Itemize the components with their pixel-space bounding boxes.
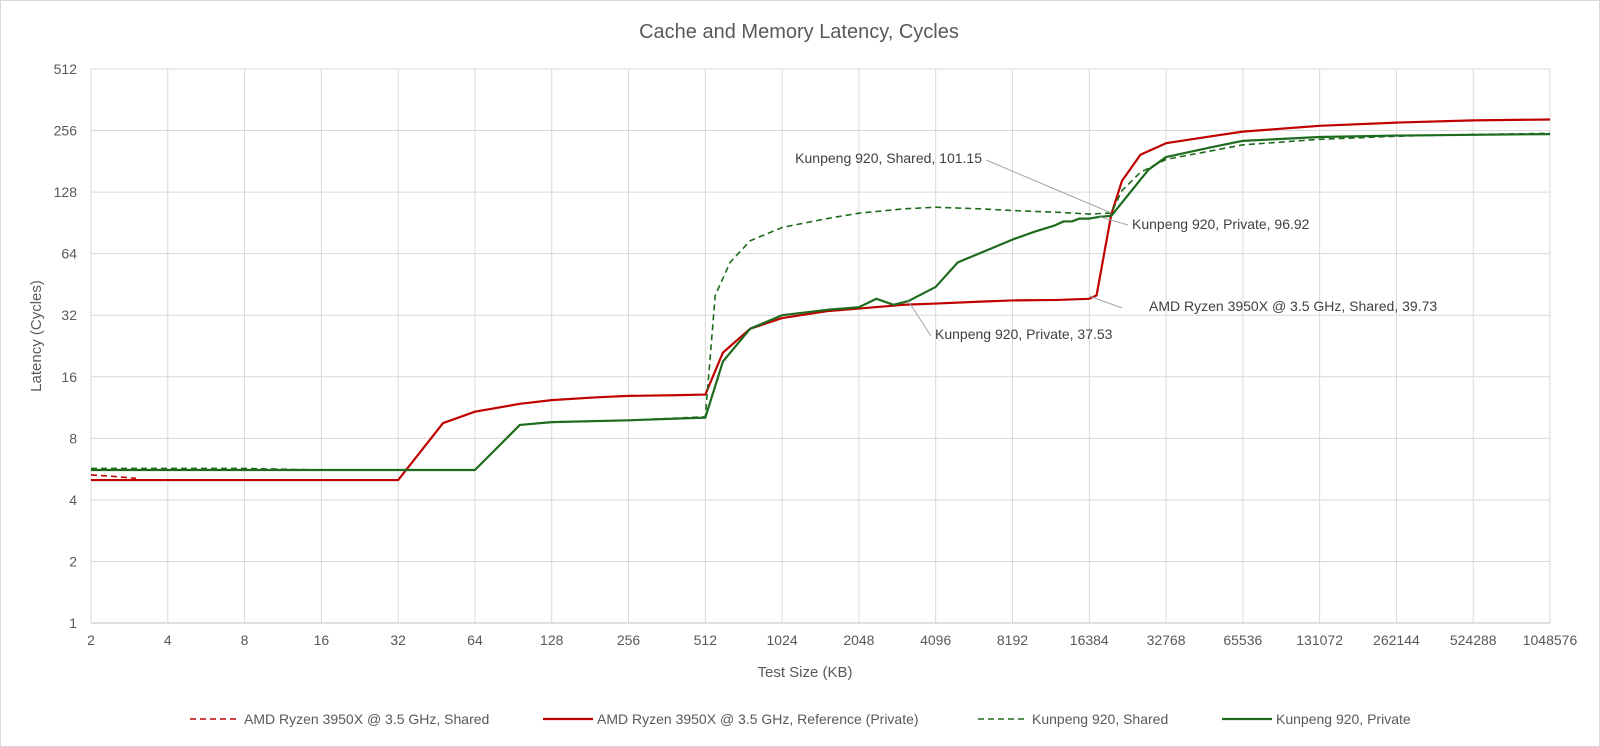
x-tick-label-17: 262144	[1373, 632, 1420, 648]
x-tick-label-7: 256	[617, 632, 641, 648]
legend-label-0: AMD Ryzen 3950X @ 3.5 GHz, Shared	[244, 711, 489, 727]
x-tick-label-19: 1048576	[1523, 632, 1578, 648]
x-axis-label: Test Size (KB)	[757, 664, 852, 681]
x-tick-label-14: 32768	[1147, 632, 1186, 648]
y-axis-ticks: 1 2 4 8 16 32 64 128 256 512	[54, 61, 78, 631]
y-tick-label-4: 16	[61, 369, 77, 385]
y-tick-label-6: 64	[61, 246, 77, 262]
y-tick-label-5: 32	[61, 307, 77, 323]
x-tick-label-18: 524288	[1450, 632, 1497, 648]
series-line-3	[91, 132, 1551, 472]
y-tick-label-8: 256	[54, 123, 78, 139]
chart-title: Cache and Memory Latency, Cycles	[639, 21, 959, 43]
annotation-leader-2	[1089, 295, 1123, 309]
y-tick-label-3: 8	[69, 430, 77, 446]
annotations: Kunpeng 920, Shared, 101.15 Kunpeng 920, …	[795, 150, 1437, 342]
annotation-leader-1	[1099, 216, 1129, 226]
x-tick-label-9: 1024	[767, 632, 798, 648]
legend-label-2: Kunpeng 920, Shared	[1032, 711, 1168, 727]
y-tick-label-7: 128	[54, 184, 78, 200]
legend-label-3: Kunpeng 920, Private	[1276, 711, 1411, 727]
y-tick-label-0: 1	[69, 615, 77, 631]
x-tick-label-10: 2048	[843, 632, 874, 648]
annotation-label-3: Kunpeng 920, Private, 37.53	[935, 326, 1113, 342]
y-tick-label-1: 2	[69, 553, 77, 569]
series-lines	[90, 118, 1551, 482]
x-tick-label-6: 128	[540, 632, 564, 648]
x-tick-label-8: 512	[694, 632, 718, 648]
annotation-label-0: Kunpeng 920, Shared, 101.15	[795, 150, 982, 166]
x-tick-label-3: 16	[314, 632, 330, 648]
x-tick-label-12: 8192	[997, 632, 1028, 648]
x-tick-label-0: 2	[87, 632, 95, 648]
x-tick-label-5: 64	[467, 632, 483, 648]
legend: AMD Ryzen 3950X @ 3.5 GHz, Shared AMD Ryz…	[190, 711, 1411, 727]
x-tick-label-2: 8	[241, 632, 249, 648]
annotation-label-2: AMD Ryzen 3950X @ 3.5 GHz, Shared, 39.73	[1149, 298, 1437, 314]
gridlines	[90, 68, 1551, 624]
x-axis-ticks: 2 4 8 16 32 64 128 256 512 1024 2048 4096 8192 16384 3…	[87, 632, 1577, 648]
x-tick-label-1: 4	[164, 632, 172, 648]
annotation-leader-0	[985, 159, 1112, 214]
legend-label-1: AMD Ryzen 3950X @ 3.5 GHz, Reference (Pr…	[597, 711, 919, 727]
x-tick-label-15: 65536	[1223, 632, 1262, 648]
y-tick-label-9: 512	[54, 61, 78, 77]
annotation-label-1: Kunpeng 920, Private, 96.92	[1132, 216, 1310, 232]
series-line-1	[91, 118, 1551, 482]
x-tick-label-16: 131072	[1296, 632, 1343, 648]
series-line-0	[90, 474, 136, 480]
y-axis-label: Latency (Cycles)	[28, 280, 45, 392]
x-tick-label-4: 32	[390, 632, 406, 648]
x-tick-label-11: 4096	[920, 632, 951, 648]
y-tick-label-2: 4	[69, 492, 77, 508]
x-tick-label-13: 16384	[1070, 632, 1109, 648]
annotation-leader-3	[907, 300, 932, 337]
